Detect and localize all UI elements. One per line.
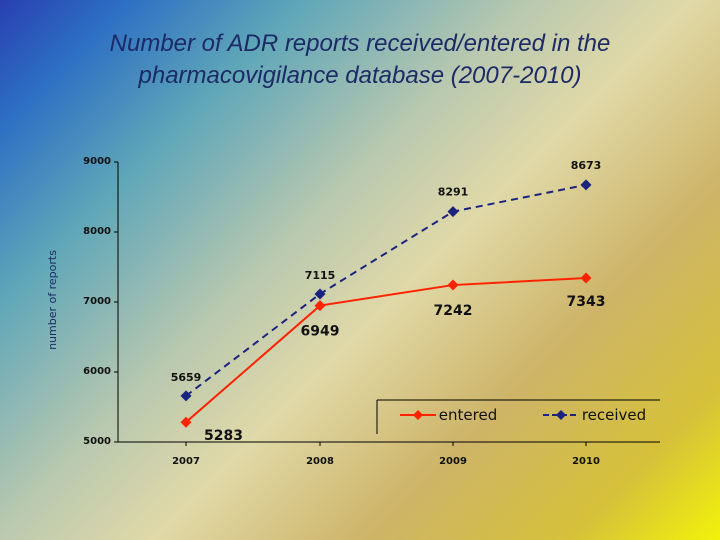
x-tick-label: 2010 [572,456,600,467]
legend-label-received: received [582,406,646,424]
data-point-received [314,288,326,300]
y-tick-label: 7000 [83,296,111,307]
legend-label-entered: entered [439,406,497,424]
chart-legend: entered received [376,399,660,434]
legend-marker-entered [413,410,423,420]
x-tick-label: 2007 [172,456,200,467]
y-tick-label: 8000 [83,226,111,237]
chart-title-line-1: Number of ADR reports received/entered i… [109,30,611,57]
data-point-received [580,179,592,191]
chart-axes: 5000 6000 7000 8000 9000 2007 2008 2009 2010 numb… [46,156,660,467]
legend-marker-received [556,410,566,420]
data-label-received: 8673 [571,159,602,172]
series-line-received [185,183,587,397]
series-layer: 5283 6949 7242 7343 5659 7115 8291 8673 [171,159,606,444]
data-label-entered: 7343 [567,294,606,310]
chart-title: Number of ADR reports received/entered i… [0,28,720,92]
x-tick-label: 2008 [306,456,334,467]
chart-title-line-2: pharmacovigilance database (2007-2010) [138,62,582,89]
data-point-entered [447,279,459,291]
data-point-received [447,206,459,218]
data-label-entered: 7242 [434,303,473,319]
data-label-received: 7115 [305,269,336,282]
series-entered: 5283 6949 7242 7343 [180,272,606,444]
data-point-entered [580,272,592,284]
data-label-received: 8291 [438,186,469,199]
series-line-entered [185,276,587,423]
y-tick-label: 5000 [83,436,111,447]
series-received: 5659 7115 8291 8673 [171,159,602,402]
data-point-entered [180,416,192,428]
data-label-received: 5659 [171,371,202,384]
data-label-entered: 5283 [204,428,243,444]
y-axis-title: number of reports [46,250,59,350]
x-tick-label: 2009 [439,456,467,467]
y-tick-label: 6000 [83,366,111,377]
data-label-entered: 6949 [301,324,340,340]
y-tick-label: 9000 [83,156,111,167]
data-point-received [180,390,192,402]
data-point-entered [314,300,326,312]
